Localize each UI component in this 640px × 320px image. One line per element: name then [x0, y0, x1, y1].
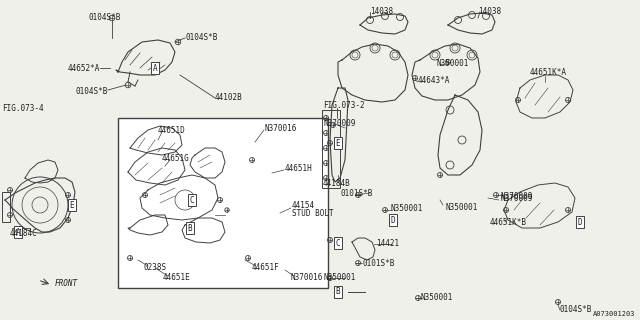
Text: N350001: N350001: [436, 59, 468, 68]
Text: 44651H: 44651H: [285, 164, 313, 172]
Text: D: D: [390, 215, 396, 225]
Text: N350001: N350001: [323, 273, 355, 282]
Text: C: C: [336, 238, 340, 247]
Text: B: B: [188, 223, 192, 233]
Text: D: D: [578, 218, 582, 227]
Text: 44652*A: 44652*A: [68, 63, 100, 73]
Text: 44651E: 44651E: [163, 274, 191, 283]
Text: E: E: [336, 139, 340, 148]
Text: 0104S*B: 0104S*B: [75, 86, 108, 95]
Text: 44184C: 44184C: [10, 228, 38, 237]
Text: N370009: N370009: [500, 191, 532, 201]
Text: 44184B: 44184B: [323, 179, 351, 188]
Bar: [2, 192, 10, 222]
Text: N350001: N350001: [445, 203, 477, 212]
Text: N370009: N370009: [323, 118, 355, 127]
Text: 0101S*B: 0101S*B: [340, 188, 372, 197]
Text: N370009: N370009: [500, 194, 532, 203]
Text: 44154: 44154: [292, 201, 315, 210]
Text: N350001: N350001: [390, 204, 422, 212]
Text: FRONT: FRONT: [55, 278, 78, 287]
Text: 14038: 14038: [370, 6, 393, 15]
Text: FIG.073-4: FIG.073-4: [2, 103, 44, 113]
Text: 44102B: 44102B: [215, 92, 243, 101]
Text: 0238S: 0238S: [143, 263, 166, 273]
Text: FIG.073-2: FIG.073-2: [323, 100, 365, 109]
Text: 14421: 14421: [376, 238, 399, 247]
Text: A: A: [16, 228, 20, 236]
Text: C: C: [189, 196, 195, 204]
Text: STUD BOLT: STUD BOLT: [292, 209, 333, 218]
Text: 44651G: 44651G: [162, 154, 189, 163]
Text: 0104S*B: 0104S*B: [560, 306, 593, 315]
Text: 44651D: 44651D: [158, 125, 186, 134]
Text: 14038: 14038: [478, 6, 501, 15]
Text: A073001203: A073001203: [593, 311, 635, 317]
Text: A: A: [153, 63, 157, 73]
Text: N350001: N350001: [420, 293, 452, 302]
Text: 44651K*A: 44651K*A: [530, 68, 567, 76]
Text: E: E: [70, 201, 74, 210]
Text: 0104S*B: 0104S*B: [185, 33, 218, 42]
Text: B: B: [336, 287, 340, 297]
Text: 44651K*B: 44651K*B: [490, 218, 527, 227]
Bar: [322, 110, 340, 188]
Text: 0101S*B: 0101S*B: [362, 259, 394, 268]
Bar: [118, 118, 328, 288]
Text: 44643*A: 44643*A: [418, 76, 451, 84]
Text: N370016: N370016: [264, 124, 296, 132]
Text: 44651F: 44651F: [252, 263, 280, 273]
Text: 0104S*B: 0104S*B: [88, 12, 120, 21]
Text: N370016: N370016: [290, 274, 323, 283]
